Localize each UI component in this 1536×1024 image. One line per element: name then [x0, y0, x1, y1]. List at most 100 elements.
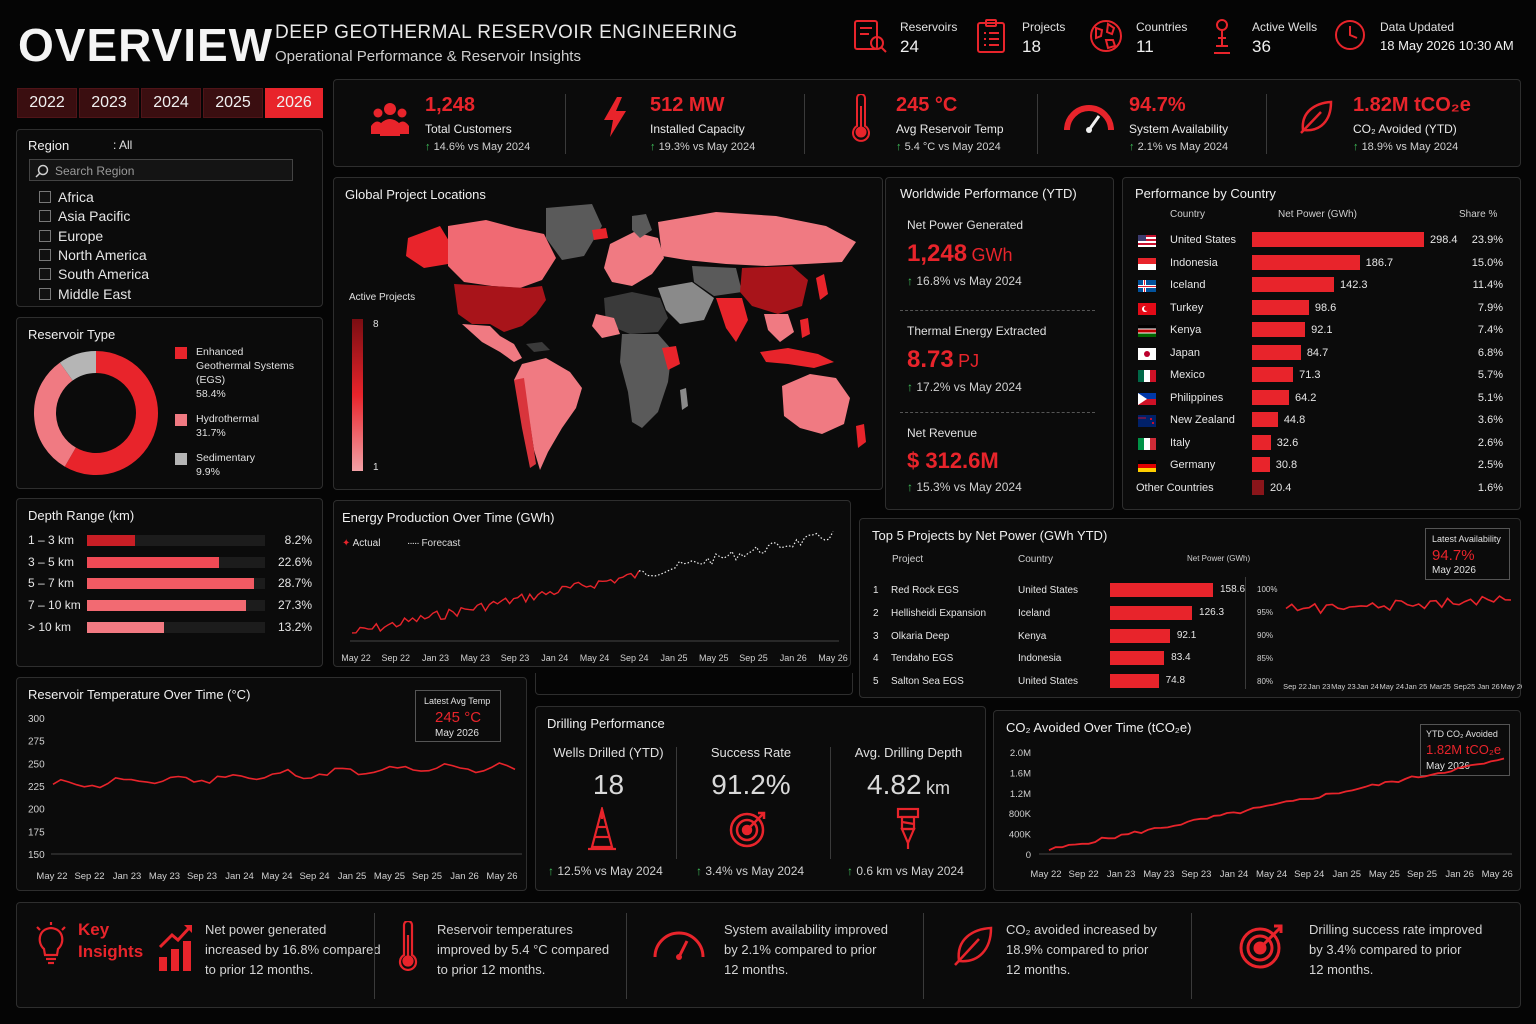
region-checkbox[interactable]	[39, 191, 51, 203]
callout-value: 94.7%	[1432, 547, 1475, 564]
donut-slice[interactable]	[64, 351, 158, 475]
project-row[interactable]: 1 Red Rock EGS United States 158.6	[860, 583, 1250, 603]
project-bar[interactable]	[1110, 651, 1165, 666]
project-row[interactable]: 4 Tendaho EGS Indonesia 83.4	[860, 651, 1250, 671]
region-selected-value[interactable]: : All	[113, 138, 133, 152]
x-tick-label: May 24	[580, 653, 610, 663]
country-row[interactable]: Iceland 142.3 11.4%	[1123, 277, 1522, 299]
country-bar[interactable]	[1252, 277, 1335, 292]
country-row[interactable]: Indonesia 186.7 15.0%	[1123, 254, 1522, 277]
co2-avoided-panel: CO₂ Avoided Over Time (tCO₂e) YTD CO₂ Av…	[993, 710, 1521, 891]
reservoir-search-icon	[854, 20, 887, 53]
region-checkbox[interactable]	[39, 268, 51, 281]
country-row[interactable]: New Zealand 44.8 3.6%	[1123, 412, 1522, 434]
country-bar[interactable]	[1252, 457, 1270, 472]
region-option[interactable]: North America	[39, 246, 147, 264]
region-checkbox[interactable]	[39, 210, 51, 223]
country-row[interactable]: Philippines 64.2 5.1%	[1123, 389, 1522, 412]
project-name: Salton Sea EGS	[891, 676, 964, 688]
ww-value: 8.73	[907, 346, 954, 373]
region-checkbox[interactable]	[39, 248, 51, 261]
region-checkbox[interactable]	[39, 229, 51, 242]
tab-year-2022[interactable]: 2022	[17, 88, 77, 118]
depth-bar[interactable]	[87, 578, 255, 590]
project-rank: 3	[873, 630, 879, 642]
project-value: 83.4	[1171, 652, 1191, 664]
country-bar[interactable]	[1252, 412, 1278, 427]
country-row[interactable]: Other Countries 20.4 1.6%	[1123, 479, 1522, 502]
legend-actual-label: Actual	[352, 538, 381, 549]
drilling-label: Avg. Drilling Depth	[854, 745, 963, 760]
kpi-change: ↑ 5.4 °C vs May 2024	[896, 141, 1001, 153]
country-bar[interactable]	[1252, 322, 1306, 337]
y-tick-label: 100%	[1257, 585, 1277, 594]
country-bar[interactable]	[1252, 299, 1309, 315]
region-option[interactable]: Africa	[39, 188, 94, 206]
actual-series-line[interactable]	[351, 570, 640, 634]
project-bar[interactable]	[1110, 674, 1159, 689]
country-value: 71.3	[1299, 369, 1321, 381]
region-option[interactable]: Europe	[39, 227, 103, 245]
country-row[interactable]: Italy 32.6 2.6%	[1123, 434, 1522, 457]
project-bar[interactable]	[1110, 628, 1170, 643]
region-checkbox[interactable]	[39, 287, 51, 300]
region-option[interactable]: South America	[39, 265, 149, 283]
tab-year-2024[interactable]: 2024	[141, 88, 201, 118]
region-option[interactable]: Middle East	[39, 285, 131, 303]
reservoir-temperature-chart: 300 275 250 225 200 175 150 May 22 Sep 22 Jan 23 M…	[28, 714, 522, 882]
depth-bar[interactable]	[87, 535, 135, 546]
tab-year-2023[interactable]: 2023	[79, 88, 139, 118]
project-bar[interactable]	[1110, 605, 1193, 620]
project-name: Tendaho EGS	[891, 653, 954, 665]
availability-series-line[interactable]	[1285, 595, 1512, 615]
tab-year-2026[interactable]: 2026	[265, 88, 323, 118]
callout-date: May 2026	[1432, 565, 1476, 576]
project-row[interactable]: 5 Salton Sea EGS United States 74.8	[860, 674, 1250, 694]
country-bar[interactable]	[1252, 232, 1424, 247]
country-bar[interactable]	[1252, 434, 1271, 450]
country-bar[interactable]	[1252, 367, 1294, 382]
country-row[interactable]: Japan 84.7 6.8%	[1123, 344, 1522, 367]
x-tick-label: May 25	[374, 871, 405, 882]
country-row[interactable]: Germany 30.8 2.5%	[1123, 457, 1522, 479]
middle-east-region	[658, 282, 714, 324]
country-bar[interactable]	[1252, 479, 1264, 495]
world-map[interactable]	[396, 202, 876, 482]
ww-label: Net Power Generated	[907, 218, 1024, 232]
europe-region	[604, 232, 664, 286]
country-row[interactable]: Mexico 71.3 5.7%	[1123, 367, 1522, 389]
country-value: 142.3	[1340, 279, 1368, 291]
panel-title: Performance by Country	[1135, 186, 1276, 201]
country-row[interactable]: Turkey 98.6 7.9%	[1123, 299, 1522, 322]
project-row[interactable]: 2 Hellisheidi Expansion Iceland 126.3	[860, 605, 1250, 626]
map-legend-max: 8	[373, 319, 379, 330]
callout-label: YTD CO₂ Avoided	[1426, 729, 1498, 739]
co2-series-line[interactable]	[1048, 757, 1505, 852]
region-label: Region	[28, 138, 70, 153]
forecast-series-line[interactable]	[638, 531, 834, 577]
region-search-box[interactable]: Search Region	[29, 159, 293, 181]
temperature-series-line[interactable]	[52, 762, 516, 789]
country-bar[interactable]	[1252, 344, 1301, 360]
project-row[interactable]: 3 Olkaria Deep Kenya 92.1	[860, 628, 1250, 649]
country-bar[interactable]	[1252, 254, 1360, 270]
country-row[interactable]: Kenya 92.1 7.4%	[1123, 322, 1522, 344]
donut-slice[interactable]	[34, 362, 77, 467]
region-option[interactable]: Asia Pacific	[39, 207, 130, 225]
country-row[interactable]: United States 298.4 23.9%	[1123, 232, 1522, 254]
ww-change: 17.2%	[916, 380, 951, 394]
map-legend-title: Active Projects	[349, 292, 416, 303]
depth-bar[interactable]	[87, 600, 247, 612]
country-value: 186.7	[1365, 256, 1394, 269]
depth-bar[interactable]	[87, 621, 165, 633]
country-value: 64.2	[1295, 391, 1317, 404]
legend-swatch	[175, 347, 187, 359]
panel-title: Drilling Performance	[547, 716, 665, 731]
legend-pct: 58.4%	[196, 388, 226, 400]
project-bar[interactable]	[1110, 583, 1213, 597]
donut-slice[interactable]	[59, 351, 97, 381]
depth-bar[interactable]	[87, 556, 219, 568]
country-bar[interactable]	[1252, 389, 1289, 405]
tab-year-2025[interactable]: 2025	[203, 88, 263, 118]
depth-pct: 13.2%	[277, 619, 312, 634]
